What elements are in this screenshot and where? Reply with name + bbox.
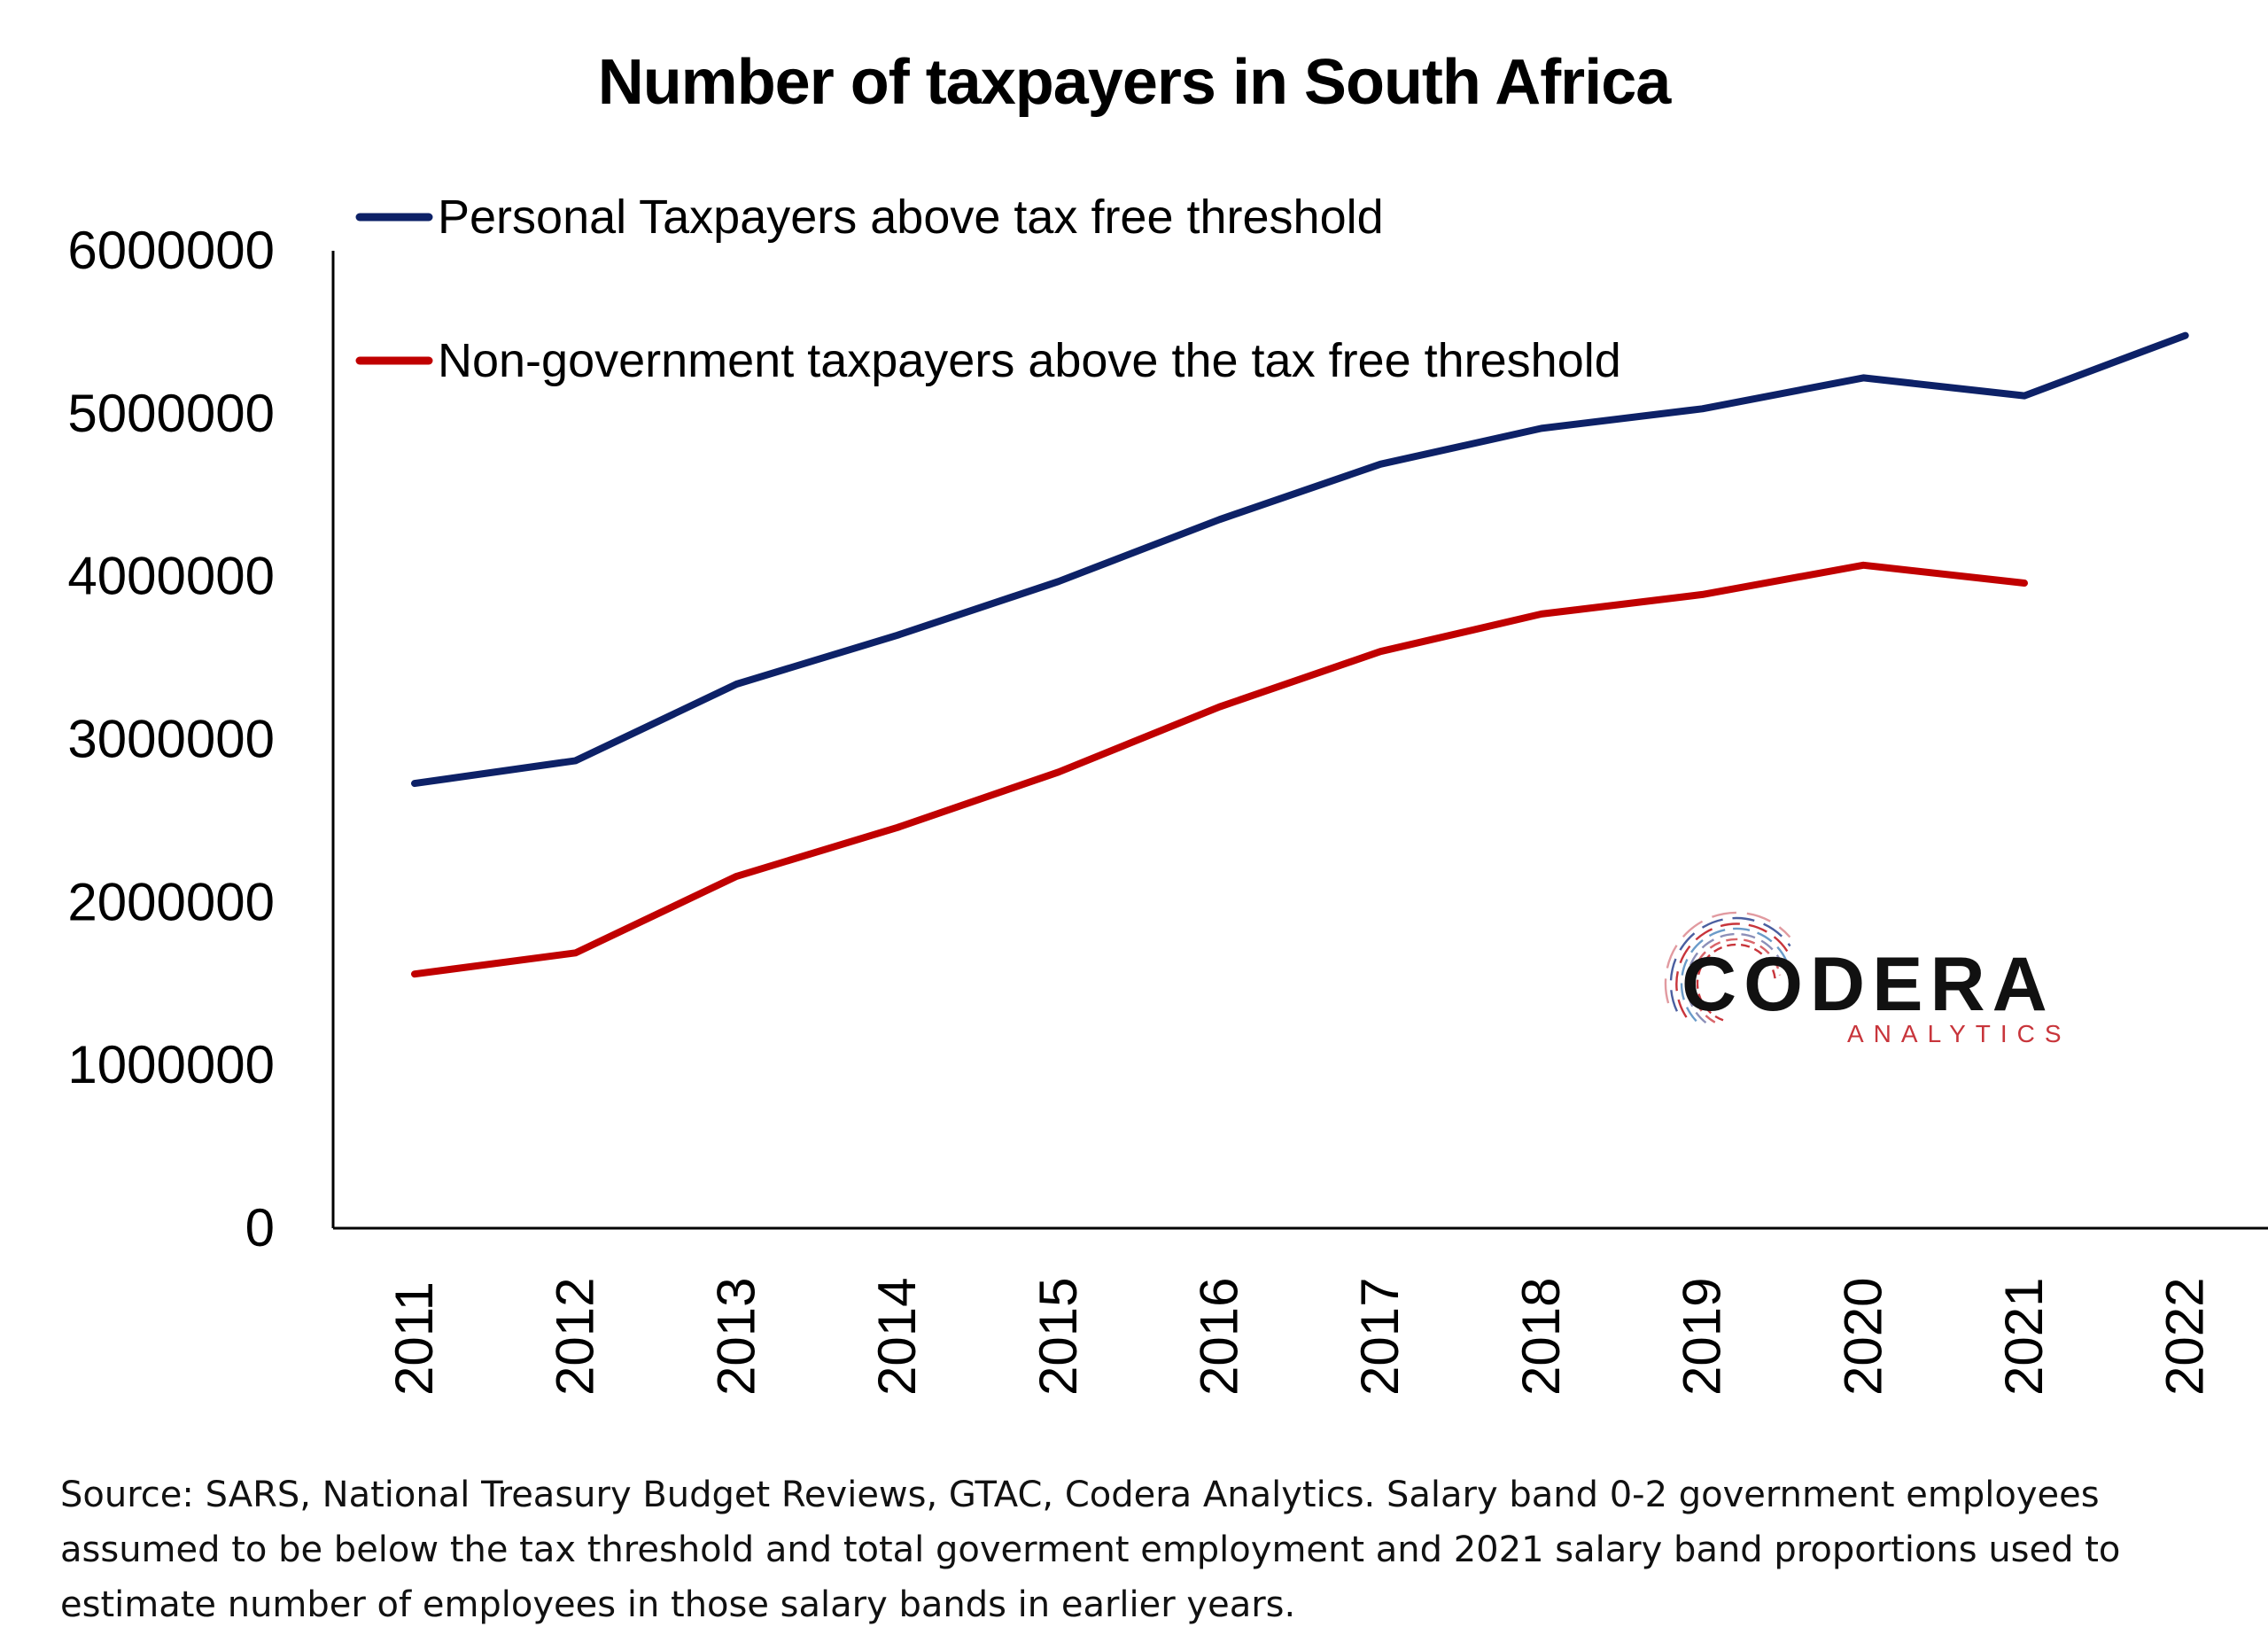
codera-logo: CODERA ANALYTICS	[1664, 911, 2071, 1047]
y-axis-tick-labels: 0 1000000 2000000 3000000 4000000 5000000 6000…	[67, 221, 275, 1257]
x-axis-tick-labels: 2011 2012 2013 2014 2015 2016 2017 2018 2019 2020…	[384, 1278, 2215, 1396]
x-tick-label: 2021	[1994, 1278, 2054, 1396]
y-tick-label: 5000000	[67, 384, 275, 443]
x-tick-label: 2022	[2155, 1278, 2215, 1396]
y-tick-label: 3000000	[67, 710, 275, 769]
x-tick-label: 2011	[384, 1281, 444, 1396]
y-tick-label: 4000000	[67, 547, 275, 606]
legend-label: Personal Taxpayers above tax free thresh…	[438, 191, 1384, 244]
x-tick-label: 2015	[1029, 1278, 1088, 1396]
chart-title: Number of taxpayers in South Africa	[597, 47, 1672, 118]
source-note: Source: SARS, National Treasury Budget R…	[60, 1475, 2121, 1625]
logo-name: CODERA	[1682, 942, 2054, 1027]
logo-arc	[1685, 932, 1785, 1024]
x-tick-label: 2016	[1190, 1278, 1249, 1396]
y-tick-label: 0	[245, 1198, 275, 1257]
chart-axes	[331, 251, 2268, 1230]
y-tick-label: 6000000	[67, 221, 275, 280]
logo-subtitle: ANALYTICS	[1847, 1020, 2071, 1047]
legend: Personal Taxpayers above tax free thresh…	[355, 191, 1621, 387]
legend-label: Non-government taxpayers above the tax f…	[438, 334, 1621, 387]
logo-arc	[1669, 916, 1791, 1012]
x-tick-label: 2012	[546, 1278, 605, 1396]
logo-arc	[1664, 911, 1791, 1004]
x-tick-label: 2013	[706, 1278, 765, 1396]
y-tick-label: 1000000	[67, 1035, 275, 1094]
logo-arc	[1680, 927, 1789, 1023]
x-tick-label: 2014	[867, 1278, 927, 1396]
logo-arc	[1696, 943, 1776, 1022]
series-lines	[411, 331, 2189, 978]
codera-circuit-ring-icon	[1664, 911, 1791, 1024]
series-line-1	[411, 331, 2189, 788]
series-line-2	[411, 561, 2028, 978]
x-tick-label: 2020	[1833, 1278, 1892, 1396]
logo-arc	[1690, 938, 1782, 1023]
x-tick-label: 2017	[1350, 1278, 1410, 1396]
y-tick-label: 2000000	[67, 872, 275, 931]
x-tick-label: 2018	[1511, 1278, 1571, 1396]
x-tick-label: 2019	[1673, 1278, 1732, 1396]
logo-arc	[1675, 922, 1790, 1018]
